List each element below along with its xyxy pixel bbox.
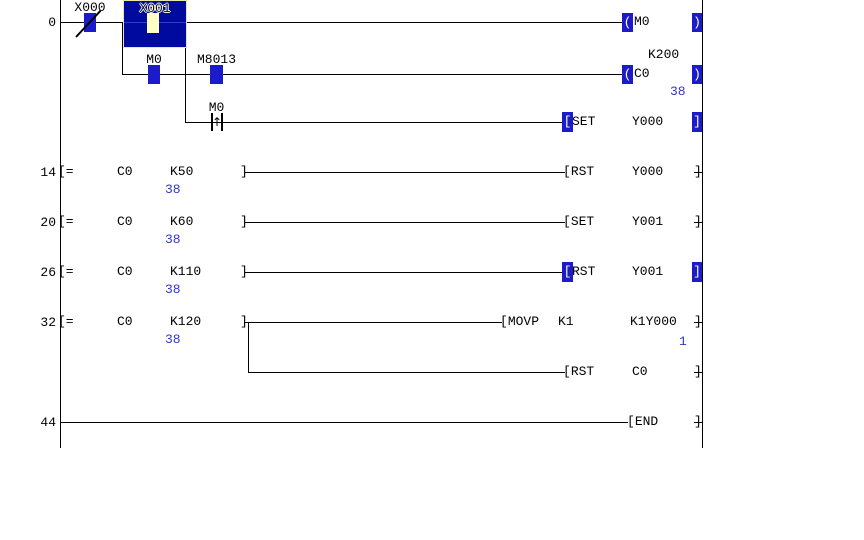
coil-m0-close-paren: ) [692,13,702,32]
instr-set-y001-open-mnemonic[interactable]: [SET [563,215,594,228]
wire-rung0-line1 [60,22,623,23]
right-power-rail [702,0,703,448]
wire-rung32 [245,322,502,323]
cmp32-current-value: 38 [165,332,181,347]
instr-movp-close: ] [694,314,702,329]
cmp26-op2[interactable]: K110 [170,264,202,279]
instr-set-y000-mnemonic[interactable]: SET [572,114,596,129]
wire-branch-rung32 [248,322,249,372]
wire-rung20 [245,222,565,223]
instr-set-y001-mnemonic: SET [570,214,595,229]
instr-movp-op2[interactable]: K1Y000 [630,314,677,329]
rung-number-20: 20 [40,215,56,230]
instr-set-y001-close: ] [694,214,702,229]
coil-c0-current-value: 38 [670,84,686,99]
wire-stub [694,322,702,323]
instr-rst-c0-operand[interactable]: C0 [632,364,648,379]
wire-stub [694,422,702,423]
instr-rst-c0-open: [ [563,364,571,379]
contact-m0-seal-label: M0 [146,52,162,67]
cmp14-op2[interactable]: K50 [170,164,194,179]
instr-rst-c0-open-mnemonic[interactable]: [RST [563,365,594,378]
instr-movp-open-mnemonic[interactable]: [MOVP [500,315,539,328]
wire-rung26 [245,272,565,273]
cmp20-op1[interactable]: C0 [117,214,133,229]
wire-stub [694,172,702,173]
instr-rst-y001-close-bracket: ] [692,262,702,282]
cmp26-current-value: 38 [165,282,181,297]
instr-end-open: [ [627,414,635,429]
wire-stub [694,372,702,373]
instr-movp-mnemonic: MOVP [507,314,540,329]
instr-movp-open: [ [500,314,508,329]
cmp20-op2[interactable]: K60 [170,214,194,229]
wire-rung0-line2 [122,74,623,75]
cmp32-op2[interactable]: K120 [170,314,202,329]
instr-movp-current-value: 1 [679,334,687,349]
instr-set-y000-close-bracket: ] [692,112,702,132]
coil-c0-preset: K200 [648,47,680,62]
contact-m0-pulse-left-bar[interactable] [211,113,213,131]
cmp26-op1[interactable]: C0 [117,264,133,279]
cmp32-open[interactable]: [= [58,314,74,329]
wire-branch-after-x001 [185,22,186,122]
instr-rst-y000-mnemonic: RST [570,164,595,179]
contact-m8013-label: M8013 [196,52,236,67]
cmp14-current-value: 38 [165,182,181,197]
instr-set-y000-operand[interactable]: Y000 [632,114,664,129]
cmp14-open[interactable]: [= [58,164,74,179]
cmp26-close: ] [240,264,248,279]
instr-rst-y000-close: ] [694,164,702,179]
coil-c0-open-paren[interactable]: ( [622,65,633,84]
cmp20-close: ] [240,214,248,229]
cmp20-open[interactable]: [= [58,214,74,229]
contact-x001-label: X001 [139,1,171,16]
coil-c0-close-paren: ) [692,65,702,84]
rung-number-32: 32 [40,315,56,330]
cmp32-close: ] [240,314,248,329]
contact-x001-contact[interactable] [147,13,159,33]
selection-cursor-x001-cell[interactable]: X001 [123,0,187,48]
instr-rst-y001-open-bracket[interactable]: [ [562,262,573,282]
wire-rung44 [60,422,628,423]
cmp32-op1[interactable]: C0 [117,314,133,329]
instr-rst-c0-close: ] [694,364,702,379]
rung-number-14: 14 [40,165,56,180]
wire-rung32-branch [248,372,565,373]
coil-m0-name[interactable]: M0 [634,14,650,29]
cmp20-current-value: 38 [165,232,181,247]
cmp14-op1[interactable]: C0 [117,164,133,179]
coil-c0-name[interactable]: C0 [634,66,650,81]
rung-number-26: 26 [40,265,56,280]
wire-stub [694,222,702,223]
instr-rst-y000-open: [ [563,164,571,179]
wire-branch-x001-parallel [122,22,123,74]
instr-set-y001-open: [ [563,214,571,229]
contact-m0-pulse-label: M0 [208,100,225,115]
instr-set-y000-open-bracket[interactable]: [ [562,112,573,132]
instr-end-mnemonic: END [634,414,659,429]
instr-end-close: ] [694,414,702,429]
contact-m0-pulse-right-bar[interactable] [221,113,223,131]
rung-number-0: 0 [48,15,56,30]
left-power-rail [60,0,61,448]
instr-rst-y001-mnemonic[interactable]: RST [572,264,596,279]
rung-number-44: 44 [40,415,56,430]
instr-rst-y001-operand[interactable]: Y001 [632,264,664,279]
cmp26-open[interactable]: [= [58,264,74,279]
instr-end-open-mnemonic[interactable]: [END [627,415,658,428]
contact-m8013-contact[interactable] [210,65,223,84]
coil-m0-open-paren[interactable]: ( [622,13,633,32]
instr-rst-y000-open-mnemonic[interactable]: [RST [563,165,594,178]
instr-movp-op1[interactable]: K1 [558,314,574,329]
contact-m0-seal-contact[interactable] [148,65,160,84]
wire-rung0-line3 [185,122,565,123]
instr-rst-y000-operand[interactable]: Y000 [632,164,664,179]
instr-set-y001-operand[interactable]: Y001 [632,214,664,229]
cmp14-close: ] [240,164,248,179]
instr-rst-c0-mnemonic: RST [570,364,595,379]
wire-rung14 [245,172,565,173]
rising-edge-arrow-icon: ↑ [211,115,223,129]
